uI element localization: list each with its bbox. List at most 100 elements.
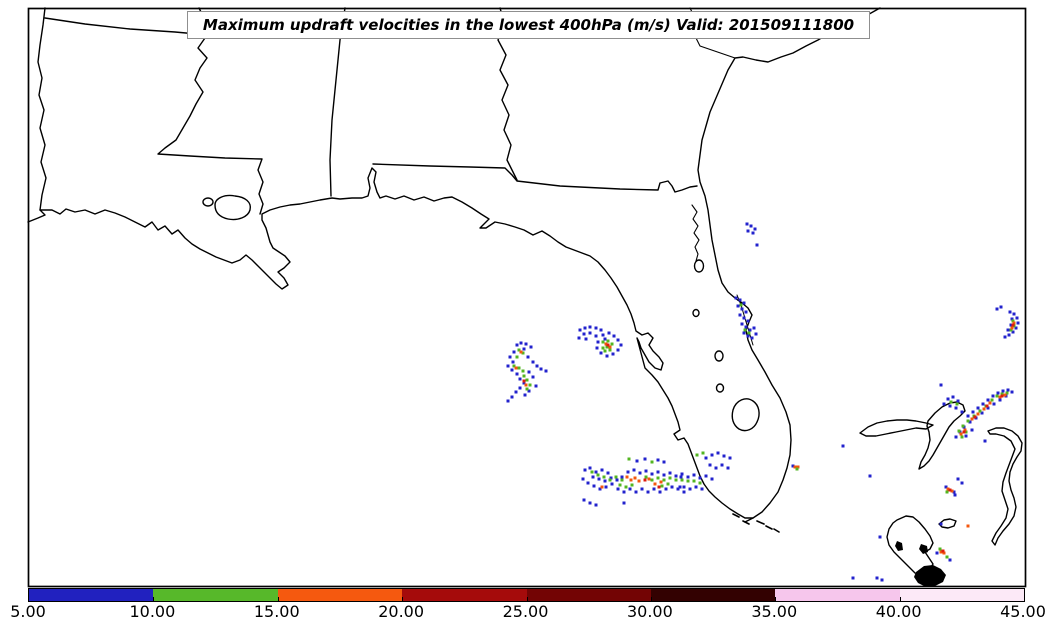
updraft-points-layer bbox=[506, 222, 1020, 582]
updraft-cell bbox=[519, 341, 523, 345]
updraft-cell bbox=[531, 360, 535, 364]
colorbar-tick-label: 20.00 bbox=[378, 602, 425, 621]
updraft-cell bbox=[1006, 328, 1010, 332]
updraft-cell bbox=[736, 304, 740, 308]
updraft-cell bbox=[935, 551, 939, 555]
updraft-cell bbox=[522, 374, 526, 378]
updraft-cell bbox=[635, 459, 639, 463]
colorbar-segment-35-40 bbox=[775, 589, 900, 601]
updraft-cell bbox=[515, 372, 519, 376]
updraft-cell bbox=[680, 472, 684, 476]
updraft-cell bbox=[622, 501, 626, 505]
updraft-cell bbox=[647, 477, 651, 481]
updraft-cell bbox=[1010, 317, 1014, 321]
colorbar-segment-20-25 bbox=[402, 589, 527, 601]
updraft-cell bbox=[755, 243, 759, 247]
updraft-cell bbox=[992, 402, 996, 406]
updraft-cell bbox=[656, 476, 660, 480]
updraft-cell bbox=[650, 472, 654, 476]
updraft-cell bbox=[595, 346, 599, 350]
updraft-cell bbox=[596, 473, 600, 477]
updraft-cell bbox=[960, 410, 964, 414]
lake-maurepas bbox=[202, 197, 214, 207]
lake-small-1 bbox=[692, 308, 700, 318]
updraft-cell bbox=[582, 332, 586, 336]
updraft-cell bbox=[629, 478, 633, 482]
updraft-cell bbox=[795, 467, 799, 471]
updraft-cell bbox=[945, 555, 949, 559]
updraft-cell bbox=[686, 479, 690, 483]
updraft-cell bbox=[701, 451, 705, 455]
updraft-cell bbox=[644, 469, 648, 473]
updraft-cell bbox=[948, 558, 952, 562]
state-border-al-ga bbox=[497, 7, 518, 181]
updraft-cell bbox=[531, 375, 535, 379]
updraft-cell bbox=[1008, 310, 1012, 314]
colorbar-tick-label: 40.00 bbox=[875, 602, 922, 621]
updraft-cell bbox=[660, 484, 664, 488]
updraft-cell bbox=[980, 411, 984, 415]
updraft-cell bbox=[643, 478, 647, 482]
updraft-cell bbox=[700, 487, 704, 491]
updraft-cell bbox=[582, 498, 586, 502]
updraft-cell bbox=[750, 336, 754, 340]
updraft-cell bbox=[614, 475, 618, 479]
updraft-cell bbox=[506, 399, 510, 403]
updraft-cell bbox=[747, 331, 751, 335]
updraft-cell bbox=[592, 484, 596, 488]
updraft-cell bbox=[1012, 312, 1016, 316]
updraft-cell bbox=[678, 485, 682, 489]
updraft-cell bbox=[527, 370, 531, 374]
updraft-cell bbox=[744, 310, 748, 314]
updraft-cell bbox=[981, 402, 985, 406]
updraft-cell bbox=[529, 345, 533, 349]
updraft-cell bbox=[653, 482, 657, 486]
updraft-cell bbox=[601, 340, 605, 344]
updraft-cell bbox=[956, 399, 960, 403]
updraft-cell bbox=[519, 350, 523, 354]
updraft-cell bbox=[1000, 392, 1004, 396]
updraft-cell bbox=[986, 398, 990, 402]
updraft-cell bbox=[1010, 326, 1014, 330]
updraft-cell bbox=[526, 355, 530, 359]
updraft-cell bbox=[610, 342, 614, 346]
updraft-cell bbox=[625, 475, 629, 479]
updraft-cell bbox=[528, 383, 532, 387]
updraft-cell bbox=[686, 475, 690, 479]
updraft-cell bbox=[971, 410, 975, 414]
updraft-cell bbox=[953, 493, 957, 497]
updraft-cell bbox=[746, 229, 750, 233]
updraft-cell bbox=[525, 387, 529, 391]
updraft-cell bbox=[656, 470, 660, 474]
updraft-cell bbox=[990, 398, 994, 402]
updraft-cell bbox=[605, 345, 609, 349]
updraft-cell bbox=[742, 301, 746, 305]
updraft-cell bbox=[600, 468, 604, 472]
updraft-cell bbox=[656, 458, 660, 462]
updraft-cell bbox=[952, 490, 956, 494]
updraft-cell bbox=[679, 475, 683, 479]
updraft-cell bbox=[622, 490, 626, 494]
coastline-atlantic bbox=[697, 7, 881, 523]
updraft-cell bbox=[954, 406, 958, 410]
updraft-cell bbox=[692, 473, 696, 477]
updraft-cell bbox=[746, 319, 750, 323]
river-st-johns bbox=[691, 204, 700, 262]
updraft-cell bbox=[628, 487, 632, 491]
updraft-cell bbox=[591, 475, 595, 479]
updraft-cell bbox=[517, 348, 521, 352]
updraft-cell bbox=[603, 479, 607, 483]
updraft-cell bbox=[646, 490, 650, 494]
updraft-cell bbox=[988, 401, 992, 405]
updraft-cell bbox=[674, 474, 678, 478]
updraft-cell bbox=[659, 480, 663, 484]
updraft-cell bbox=[522, 347, 526, 351]
colorbar-tick-label: 45.00 bbox=[1000, 602, 1046, 621]
updraft-cell bbox=[618, 483, 622, 487]
updraft-cell bbox=[999, 305, 1003, 309]
lake-george bbox=[693, 259, 705, 273]
updraft-cell bbox=[588, 501, 592, 505]
colorbar bbox=[28, 588, 1025, 602]
updraft-cell bbox=[791, 464, 795, 468]
updraft-cell bbox=[982, 407, 986, 411]
